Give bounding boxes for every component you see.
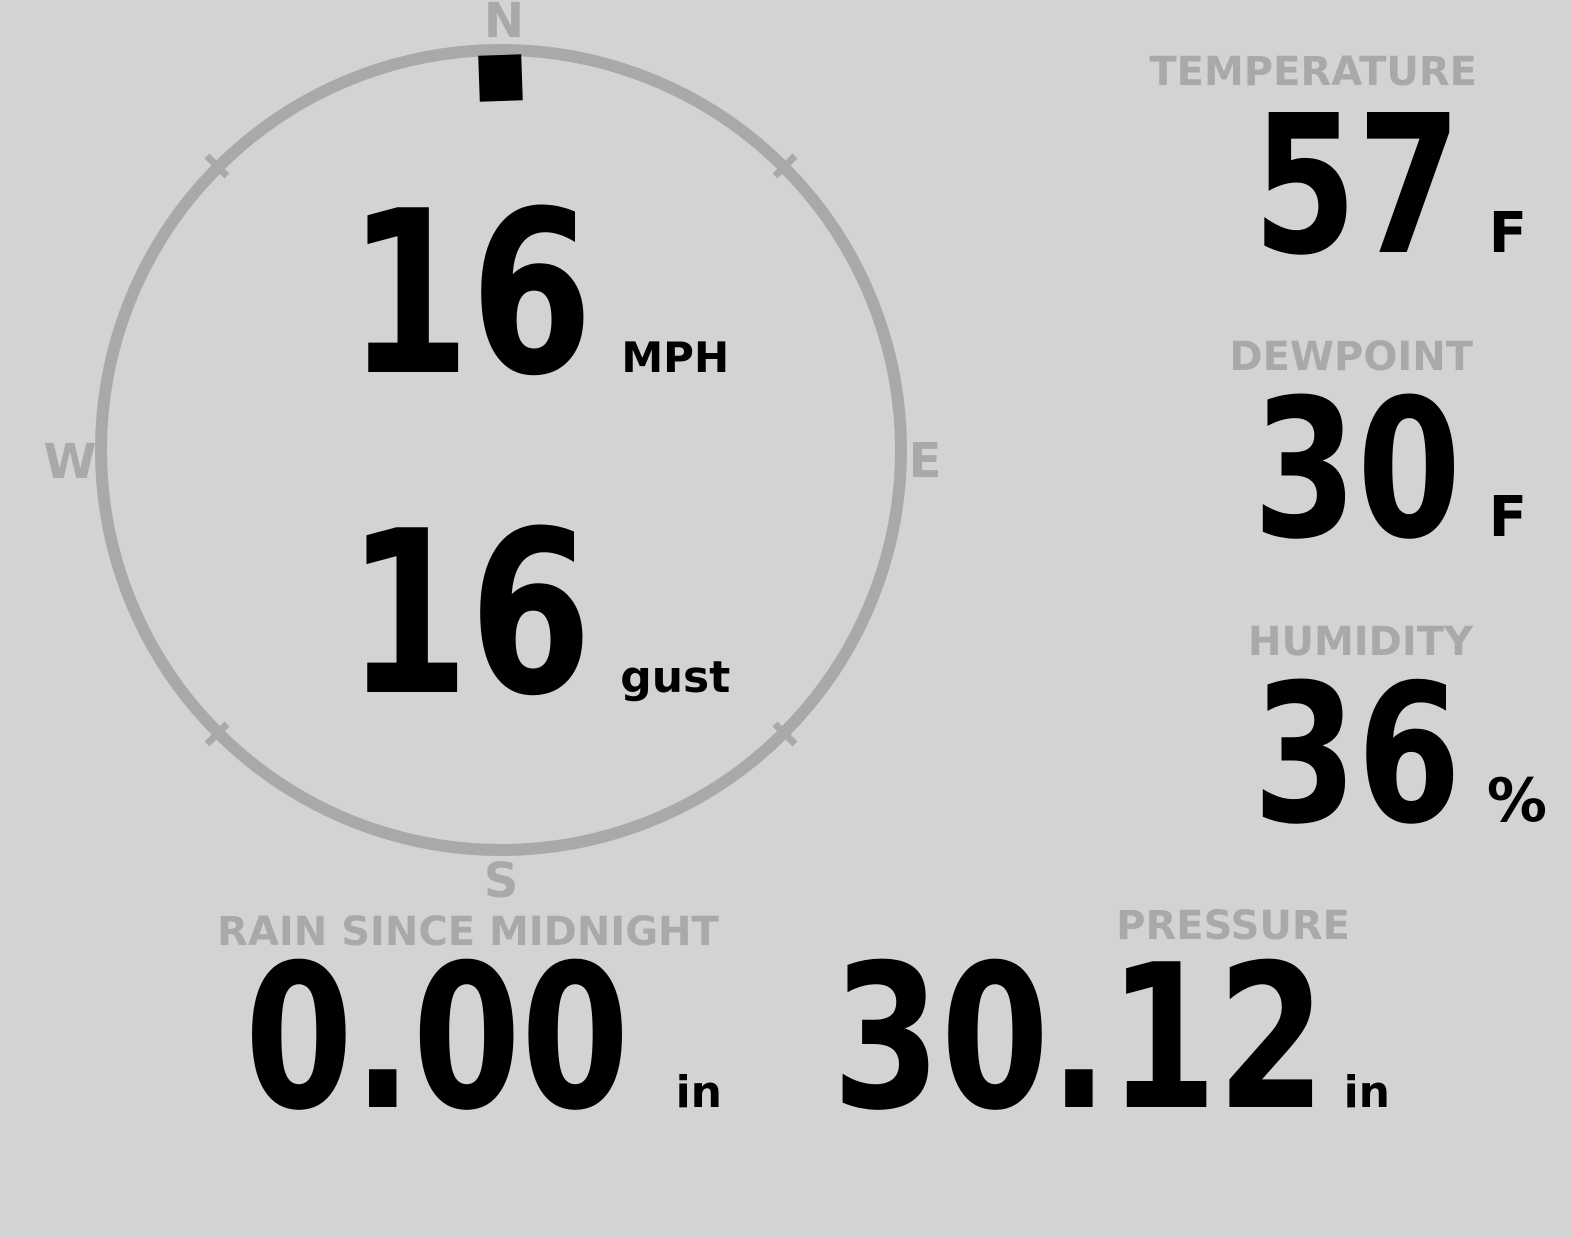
temperature-unit: F	[1488, 201, 1527, 266]
dewpoint-label: DEWPOINT	[1229, 334, 1473, 380]
wind-gust-unit: gust	[620, 652, 731, 703]
compass-ring-icon	[95, 44, 907, 856]
wind-direction-marker	[478, 54, 523, 102]
humidity-label: HUMIDITY	[1248, 619, 1473, 665]
compass-label-east: E	[908, 433, 942, 489]
rain-since-midnight-label: RAIN SINCE MIDNIGHT	[217, 909, 719, 955]
humidity-unit: %	[1486, 766, 1547, 836]
temperature-value: 57	[1252, 75, 1461, 298]
rain-value: 0.00	[244, 922, 630, 1155]
compass-label-west: W	[43, 434, 97, 490]
dewpoint-reading: 30 F	[1194, 375, 1527, 567]
wind-compass	[94, 43, 908, 857]
wind-speed-value: 16	[347, 163, 593, 426]
compass-label-north: N	[483, 0, 525, 49]
rain-unit: in	[675, 1067, 722, 1118]
humidity-value: 36	[1252, 644, 1461, 867]
wind-speed-unit: MPH	[621, 333, 730, 382]
pressure-value: 30.12	[832, 922, 1326, 1155]
pressure-reading: 30.12 in	[693, 939, 1390, 1139]
pressure-unit: in	[1343, 1067, 1390, 1118]
dewpoint-value: 30	[1252, 359, 1461, 582]
temperature-reading: 57 F	[1194, 91, 1527, 283]
dewpoint-unit: F	[1488, 485, 1527, 550]
wind-gust-row: 16 gust	[94, 502, 928, 728]
compass-label-south: S	[483, 853, 519, 909]
pressure-label: PRESSURE	[1116, 903, 1350, 949]
humidity-reading: 36%	[1194, 660, 1547, 852]
rain-since-midnight-reading: 0.00 in	[136, 939, 722, 1139]
temperature-label: TEMPERATURE	[1149, 49, 1477, 95]
wind-gust-value: 16	[346, 483, 592, 746]
wind-speed-row: 16 MPH	[94, 182, 928, 408]
